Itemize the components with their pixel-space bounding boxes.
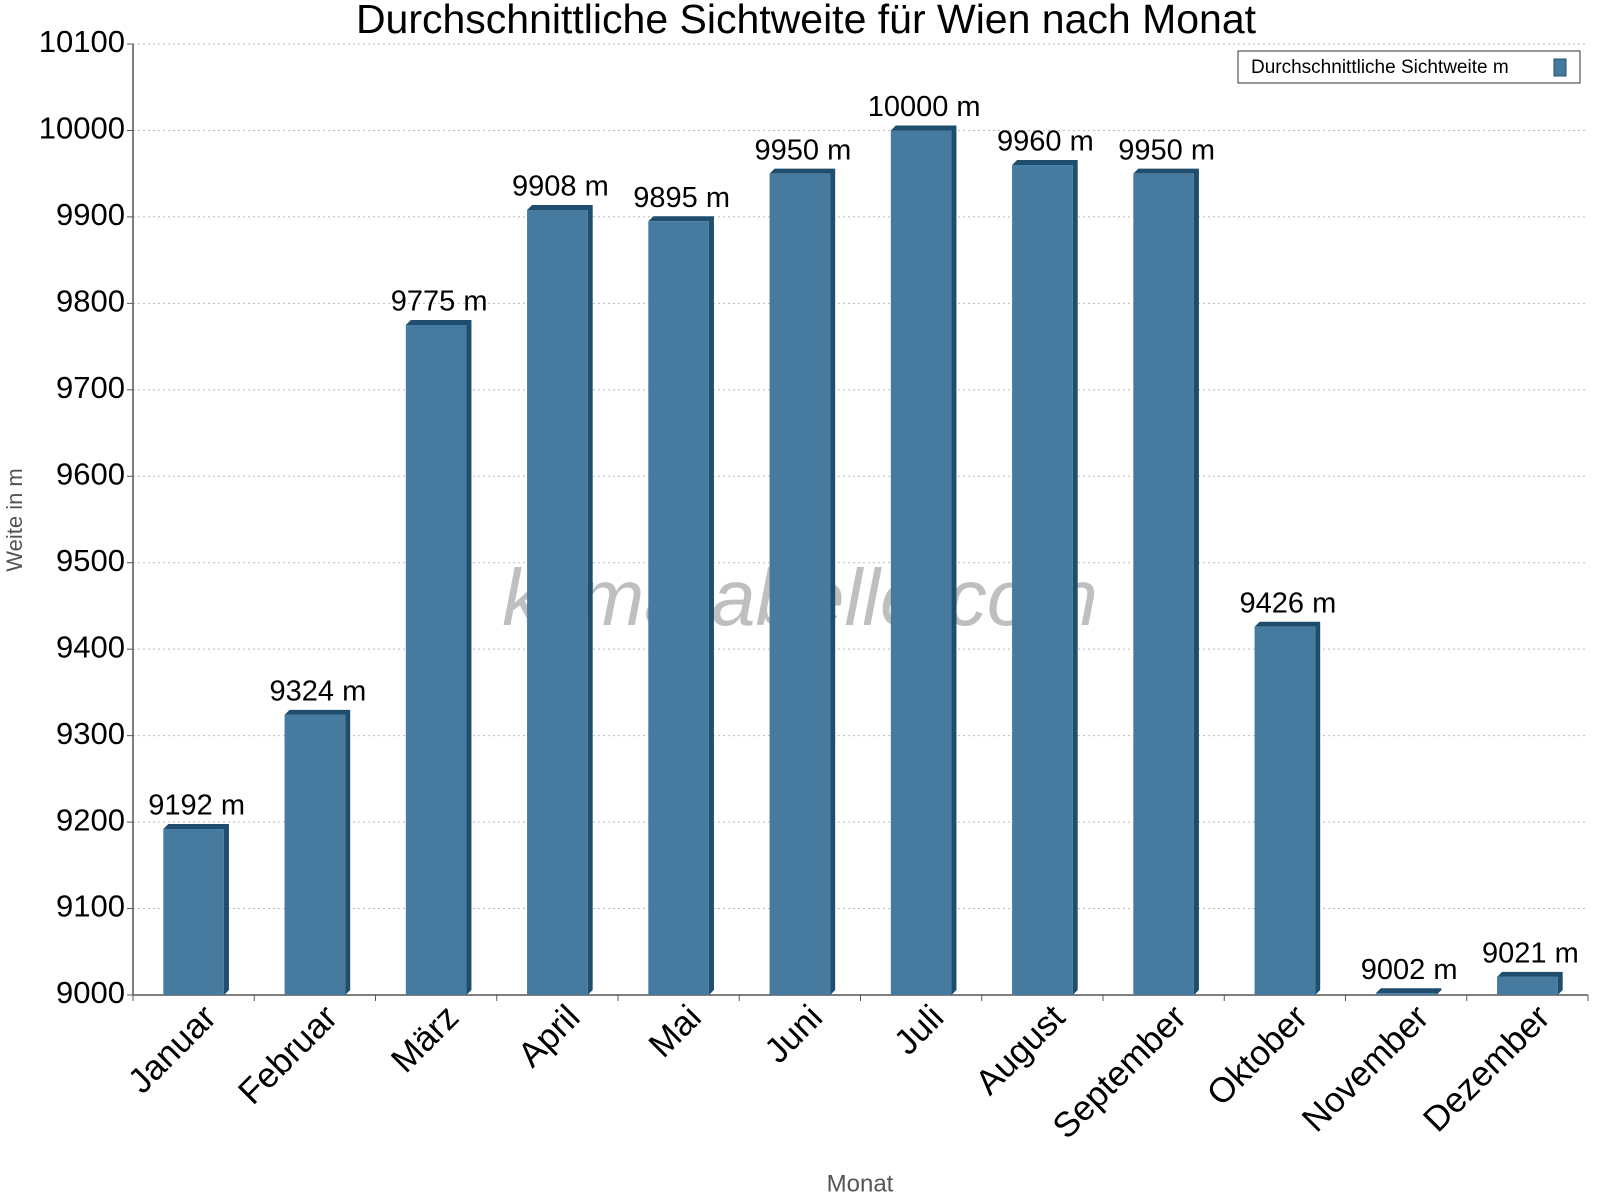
bar — [1375, 993, 1437, 995]
y-tick-label: 9500 — [56, 543, 125, 578]
bar-shade — [1497, 971, 1563, 995]
bar — [1254, 626, 1316, 995]
value-label: 9002 m — [1361, 954, 1458, 986]
value-label: 9192 m — [148, 790, 245, 822]
value-label: 9950 m — [755, 134, 852, 166]
y-tick-label: 9900 — [56, 197, 125, 232]
x-tick-label: Februar — [231, 997, 345, 1111]
y-tick-label: 9800 — [56, 284, 125, 319]
y-tick-label: 10000 — [39, 111, 125, 146]
legend-box — [1237, 50, 1581, 84]
value-label: 9021 m — [1482, 938, 1579, 970]
x-tick-label: November — [1295, 997, 1437, 1139]
bar — [527, 209, 588, 995]
value-label: 9426 m — [1240, 587, 1337, 619]
bar — [163, 829, 224, 995]
x-tick-label: Juni — [757, 998, 830, 1071]
bar — [1012, 165, 1073, 995]
value-label: 9775 m — [391, 286, 488, 318]
bar — [1497, 976, 1558, 995]
value-label: 9324 m — [270, 676, 367, 708]
x-axis-title: Monat — [827, 1170, 894, 1197]
bar — [405, 324, 467, 995]
value-label: 9895 m — [633, 182, 730, 214]
y-tick-label: 9700 — [56, 370, 125, 405]
x-tick-label: Juli — [887, 998, 952, 1063]
x-tick-label: Mai — [641, 998, 708, 1065]
value-label: 9950 m — [1118, 134, 1215, 166]
y-tick-label: 9300 — [56, 716, 125, 751]
bar — [1133, 173, 1194, 995]
value-label: 9960 m — [997, 126, 1094, 158]
bar — [648, 221, 709, 995]
legend-label: Durchschnittliche Sichtweite m — [1251, 57, 1509, 78]
bar-shade — [1375, 988, 1442, 995]
y-axis-title: Weite in m — [2, 468, 27, 572]
legend-swatch — [1553, 58, 1567, 77]
x-tick-label: August — [968, 997, 1073, 1102]
y-tick-label: 10100 — [39, 24, 125, 59]
x-tick-label: Oktober — [1199, 997, 1315, 1113]
x-tick-label: März — [384, 998, 467, 1081]
chart-title: Durchschnittliche Sichtweite für Wien na… — [356, 0, 1257, 42]
value-label: 10000 m — [868, 91, 981, 123]
x-tick-label: April — [510, 998, 587, 1075]
value-label: 9908 m — [512, 171, 609, 203]
bar — [890, 130, 952, 996]
bar — [769, 173, 831, 995]
x-tick-label: September — [1045, 997, 1194, 1146]
y-tick-label: 9400 — [56, 629, 125, 664]
y-tick-label: 9100 — [56, 889, 125, 924]
y-tick-label: 9600 — [56, 456, 125, 491]
y-tick-label: 9200 — [56, 802, 125, 837]
bar — [284, 714, 346, 995]
y-tick-label: 9000 — [56, 975, 125, 1010]
x-tick-label: Dezember — [1416, 997, 1558, 1139]
x-tick-label: Januar — [121, 997, 224, 1100]
